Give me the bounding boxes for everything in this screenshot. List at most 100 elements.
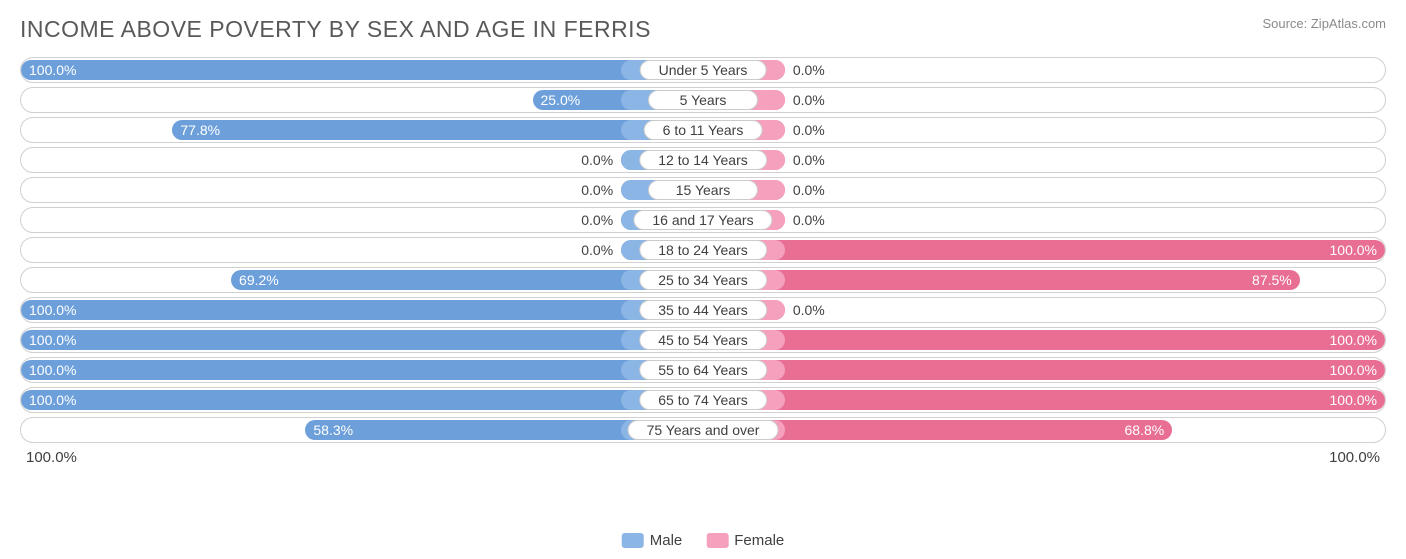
chart-row: 0.0% 100.0% 18 to 24 Years [20, 237, 1386, 263]
male-half: 25.0% [21, 88, 703, 112]
axis-left-label: 100.0% [26, 449, 77, 466]
chart-row: 100.0%100.0%45 to 54 Years [20, 327, 1386, 353]
female-bar [703, 390, 1385, 410]
female-value: 87.5% [1244, 268, 1300, 292]
female-half: 0.0% [703, 148, 1385, 172]
legend-male: Male [622, 532, 683, 549]
chart-row: 0.0% 0.0% 15 Years [20, 177, 1386, 203]
female-bar [703, 360, 1385, 380]
female-half: 100.0% [703, 388, 1385, 412]
male-value: 0.0% [573, 208, 621, 232]
male-half: 100.0% [21, 358, 703, 382]
male-bar [21, 300, 703, 320]
chart-container: INCOME ABOVE POVERTY BY SEX AND AGE IN F… [0, 0, 1406, 559]
chart-row: 58.3% 68.8% 75 Years and over [20, 417, 1386, 443]
age-label: 12 to 14 Years [639, 150, 767, 170]
male-value: 58.3% [305, 418, 361, 442]
female-half: 0.0% [703, 118, 1385, 142]
chart-header: INCOME ABOVE POVERTY BY SEX AND AGE IN F… [20, 16, 1386, 43]
female-value: 0.0% [785, 148, 833, 172]
age-label: 25 to 34 Years [639, 270, 767, 290]
female-value: 100.0% [1322, 388, 1385, 412]
male-value: 100.0% [21, 358, 84, 382]
female-value: 68.8% [1117, 418, 1173, 442]
male-value: 100.0% [21, 58, 84, 82]
male-bar [21, 330, 703, 350]
male-half: 100.0% [21, 388, 703, 412]
male-value: 100.0% [21, 388, 84, 412]
female-half: 100.0% [703, 358, 1385, 382]
female-value: 0.0% [785, 208, 833, 232]
male-value: 100.0% [21, 298, 84, 322]
male-half: 77.8% [21, 118, 703, 142]
male-bar [21, 60, 703, 80]
age-label: 55 to 64 Years [639, 360, 767, 380]
chart-legend: Male Female [622, 532, 785, 549]
female-value: 100.0% [1322, 358, 1385, 382]
legend-male-swatch [622, 533, 644, 548]
age-label: 15 Years [648, 180, 758, 200]
chart-row: 100.0% 100.0% 55 to 64 Years [20, 357, 1386, 383]
male-value: 0.0% [573, 178, 621, 202]
female-bar [703, 240, 1385, 260]
chart-row: 100.0% 0.0% 35 to 44 Years [20, 297, 1386, 323]
age-label: 16 and 17 Years [633, 210, 772, 230]
female-bar [703, 270, 1300, 290]
age-label: 75 Years and over [628, 420, 779, 440]
age-label: 18 to 24 Years [639, 240, 767, 260]
male-half: 100.0% [21, 58, 703, 82]
chart-axis: 100.0% 100.0% [20, 449, 1386, 466]
chart-row: 25.0% 0.0% 5 Years [20, 87, 1386, 113]
female-half: 100.0% [703, 238, 1385, 262]
legend-male-label: Male [650, 532, 683, 549]
male-value: 0.0% [573, 148, 621, 172]
age-label: 5 Years [648, 90, 758, 110]
female-half: 0.0% [703, 178, 1385, 202]
age-label: 65 to 74 Years [639, 390, 767, 410]
male-bar [21, 390, 703, 410]
axis-right-label: 100.0% [1329, 449, 1380, 466]
male-half: 0.0% [21, 178, 703, 202]
legend-female: Female [706, 532, 784, 549]
legend-female-label: Female [734, 532, 784, 549]
age-label: 45 to 54 Years [639, 330, 767, 350]
male-bar [21, 360, 703, 380]
male-value: 0.0% [573, 238, 621, 262]
age-label: Under 5 Years [640, 60, 767, 80]
female-half: 0.0% [703, 58, 1385, 82]
chart-title: INCOME ABOVE POVERTY BY SEX AND AGE IN F… [20, 16, 651, 43]
male-value: 100.0% [21, 328, 84, 352]
male-half: 58.3% [21, 418, 703, 442]
chart-row: 100.0% 100.0% 65 to 74 Years [20, 387, 1386, 413]
female-value: 0.0% [785, 58, 833, 82]
age-label: 35 to 44 Years [639, 300, 767, 320]
female-half: 0.0% [703, 208, 1385, 232]
male-half: 0.0% [21, 238, 703, 262]
male-value: 25.0% [533, 88, 589, 112]
male-half: 0.0% [21, 208, 703, 232]
female-value: 0.0% [785, 178, 833, 202]
male-half: 100.0% [21, 328, 703, 352]
female-value: 0.0% [785, 118, 833, 142]
male-half: 69.2% [21, 268, 703, 292]
male-half: 0.0% [21, 148, 703, 172]
female-half: 68.8% [703, 418, 1385, 442]
female-half: 0.0% [703, 88, 1385, 112]
male-value: 77.8% [172, 118, 228, 142]
female-value: 0.0% [785, 298, 833, 322]
female-value: 100.0% [1322, 238, 1385, 262]
age-label: 6 to 11 Years [644, 120, 763, 140]
female-bar [703, 330, 1385, 350]
female-value: 0.0% [785, 88, 833, 112]
male-half: 100.0% [21, 298, 703, 322]
chart-row: 0.0% 0.0% 12 to 14 Years [20, 147, 1386, 173]
chart-source: Source: ZipAtlas.com [1262, 16, 1386, 31]
chart-rows: 100.0% 0.0% Under 5 Years 25.0% 0.0% 5 Years 7… [20, 57, 1386, 443]
chart-row: 100.0% 0.0% Under 5 Years [20, 57, 1386, 83]
female-half: 100.0% [703, 328, 1385, 352]
chart-row: 0.0% 0.0% 16 and 17 Years [20, 207, 1386, 233]
legend-female-swatch [706, 533, 728, 548]
male-value: 69.2% [231, 268, 287, 292]
chart-row: 69.2% 87.5% 25 to 34 Years [20, 267, 1386, 293]
chart-row: 77.8% 0.0% 6 to 11 Years [20, 117, 1386, 143]
